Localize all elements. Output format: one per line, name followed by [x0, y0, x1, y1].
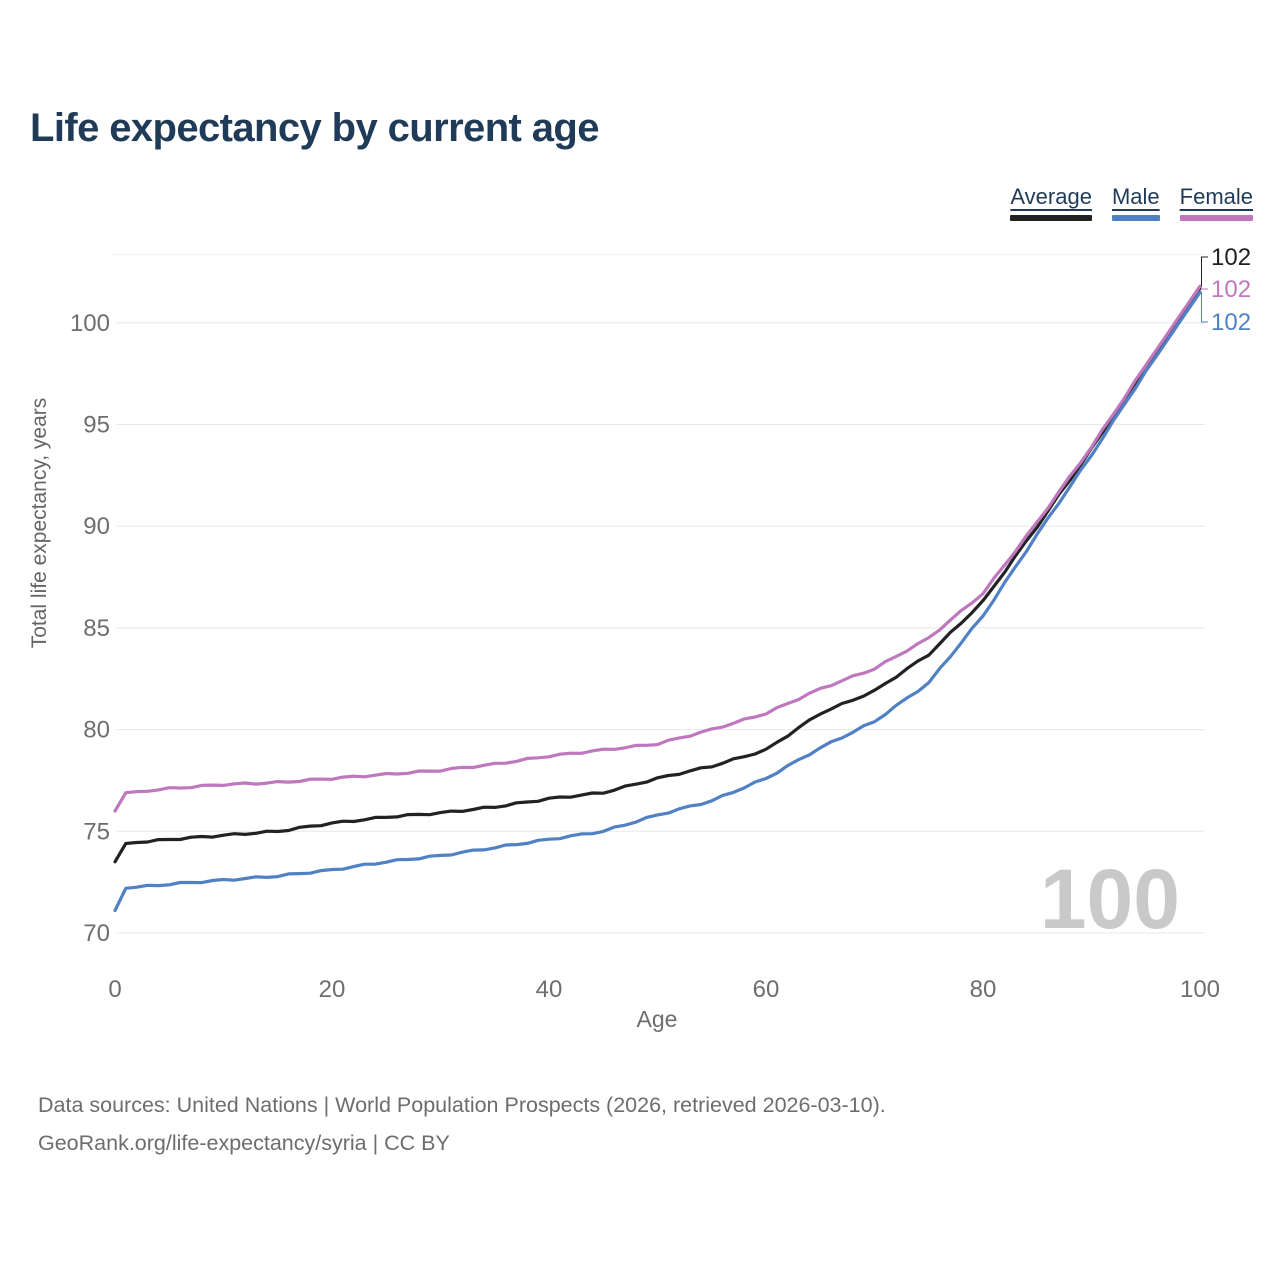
x-tick-label: 100 — [1180, 976, 1220, 1003]
end-value-label-female: 102 — [1211, 276, 1251, 303]
end-label-connector-male — [1201, 292, 1208, 323]
y-tick-label: 75 — [83, 818, 110, 845]
y-tick-label: 90 — [83, 513, 110, 540]
end-value-label-male: 102 — [1211, 309, 1251, 336]
watermark: 100 — [1040, 852, 1180, 946]
x-axis-title: Age — [637, 1006, 678, 1032]
y-axis-title: Total life expectancy, years — [28, 398, 51, 649]
x-tick-label: 20 — [319, 976, 346, 1003]
x-tick-label: 80 — [970, 976, 997, 1003]
legend-label-average: Average — [1010, 184, 1092, 209]
end-label-connector-female — [1201, 286, 1208, 290]
x-tick-label: 60 — [753, 976, 780, 1003]
x-tick-label: 40 — [536, 976, 563, 1003]
x-tick-label: 0 — [108, 976, 121, 1003]
source-line-1: Data sources: United Nations | World Pop… — [38, 1093, 886, 1117]
data-source-note: Data sources: United Nations | World Pop… — [38, 1086, 886, 1162]
y-tick-label: 85 — [83, 615, 110, 642]
line-chart: 70 75 80 85 90 95 100 0 20 40 60 80 100 Age Total life… — [28, 244, 1251, 1032]
legend-label-male: Male — [1111, 184, 1160, 209]
end-label-connector-average — [1201, 256, 1208, 289]
series-line-average — [113, 286, 1202, 864]
legend-swatch-male — [1111, 215, 1160, 221]
series-line-male — [113, 290, 1202, 913]
source-line-2: GeoRank.org/life-expectancy/syria | CC B… — [38, 1131, 450, 1155]
y-tick-label: 95 — [83, 412, 110, 439]
legend-item-male[interactable]: Male — [1111, 184, 1160, 221]
end-value-label-average: 102 — [1211, 244, 1251, 271]
legend-label-female: Female — [1179, 184, 1253, 209]
legend-item-female[interactable]: Female — [1179, 184, 1253, 221]
y-tick-label: 100 — [70, 310, 110, 337]
y-tick-label: 70 — [83, 920, 110, 947]
y-tick-label: 80 — [83, 717, 110, 744]
legend-swatch-average — [1010, 215, 1092, 221]
series-line-female — [113, 284, 1202, 813]
page-title: Life expectancy by current age — [30, 106, 600, 150]
legend: Average Male Female — [1010, 184, 1253, 221]
legend-item-average[interactable]: Average — [1010, 184, 1092, 221]
legend-swatch-female — [1179, 215, 1253, 221]
